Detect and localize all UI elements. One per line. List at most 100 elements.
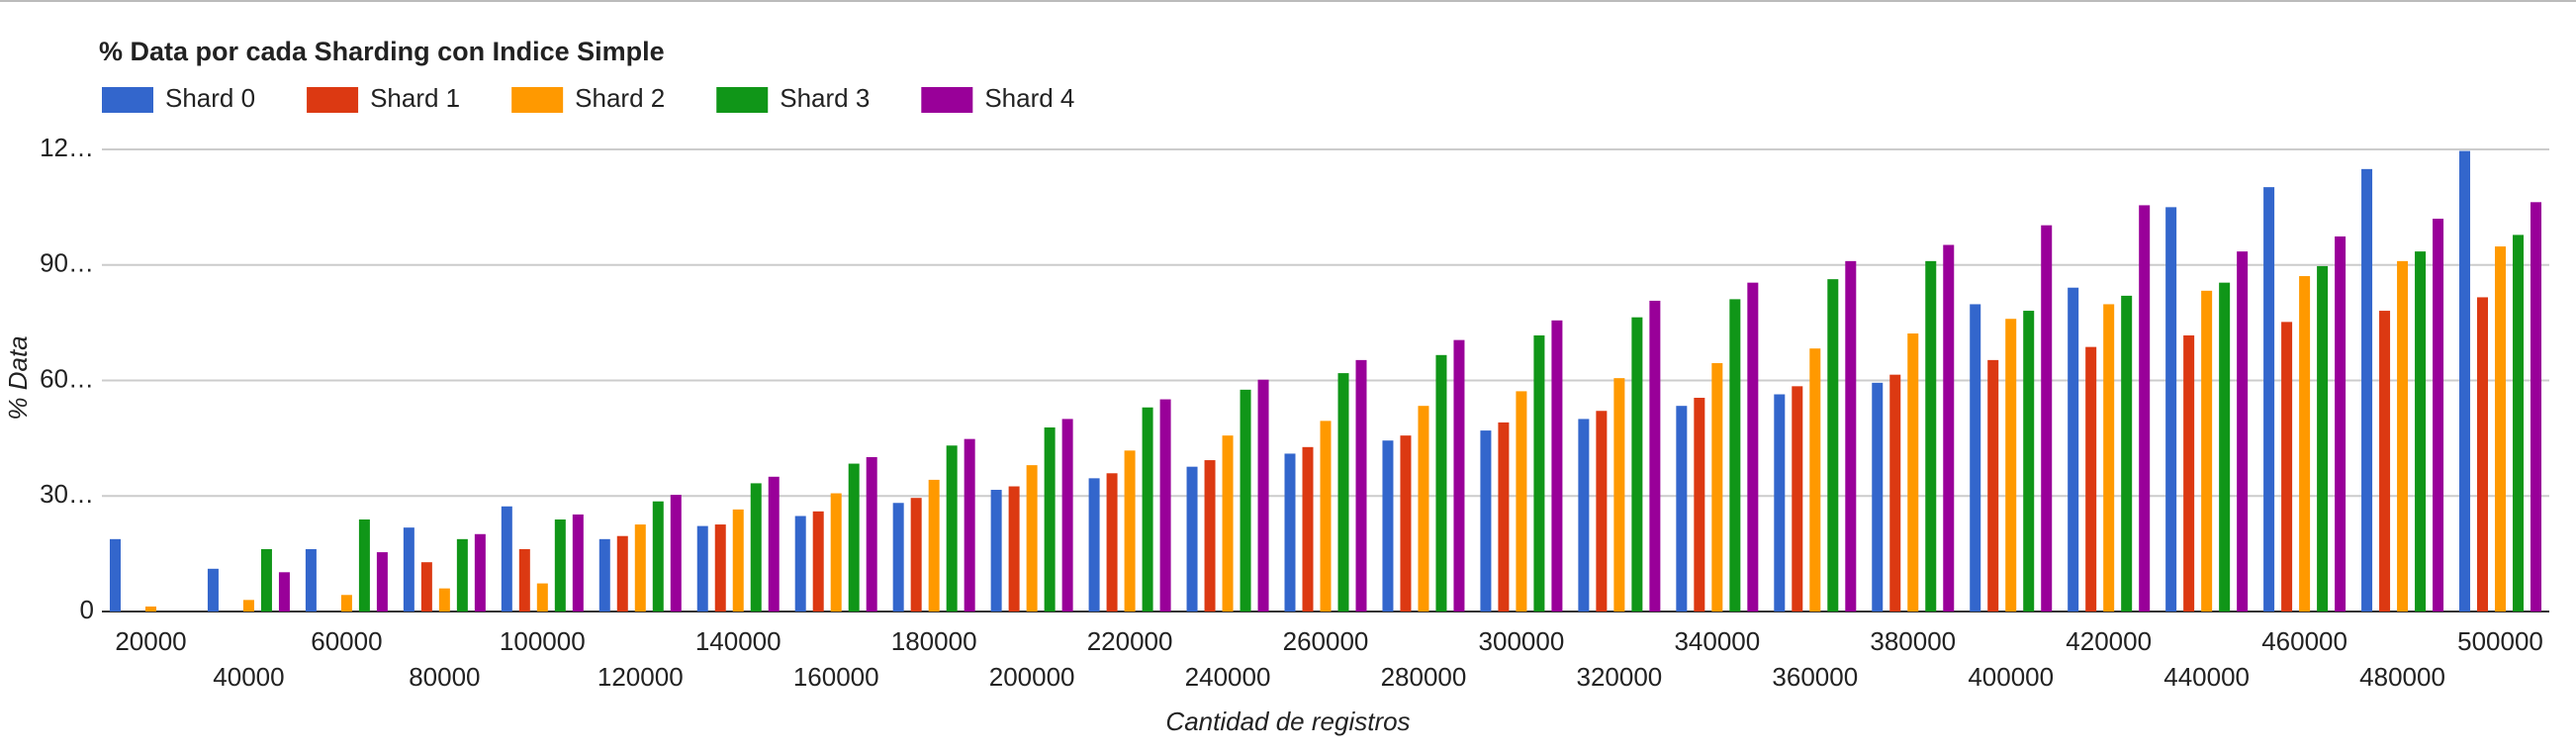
bar [1613,378,1625,612]
x-tick-label: 380000 [1870,626,1956,656]
bar [2201,290,2213,612]
bar [1418,406,1429,612]
bar [1631,317,1643,612]
x-tick-label: 60000 [311,626,382,656]
legend-swatch [307,87,359,113]
bar [848,463,860,612]
bar [278,572,290,612]
bar [696,525,708,612]
bar [1142,407,1153,612]
bar [1222,435,1234,612]
bar [260,548,272,612]
bar [892,503,904,612]
bar [2237,251,2249,613]
bar [2281,322,2293,612]
bar [964,438,975,612]
x-tick-label: 460000 [2261,626,2347,656]
bar [1596,411,1608,612]
bar [109,538,121,612]
bar [1284,453,1296,612]
bar [1516,391,1527,612]
bar [2513,235,2525,612]
bar [750,483,762,612]
bar [1694,398,1705,612]
x-tick-label: 320000 [1576,662,1662,692]
legend-swatch [511,87,564,113]
bar [340,595,352,612]
bar [2023,311,2035,612]
x-tick-label: 220000 [1087,626,1173,656]
bar [1943,244,1955,612]
bar [1987,359,1999,612]
bar [358,518,370,612]
bar [2103,304,2115,612]
bar [910,498,922,612]
bar [2530,202,2542,612]
bar [1845,260,1857,612]
bar [572,514,584,612]
x-tick-label: 200000 [989,662,1075,692]
x-tick-label: 440000 [2163,662,2250,692]
x-tick-label: 240000 [1185,662,1271,692]
x-tick-label: 400000 [1968,662,2054,692]
x-tick-label: 280000 [1381,662,1467,692]
bar [2335,236,2346,612]
bar [2459,150,2471,612]
bar [732,509,744,612]
bar [598,538,610,612]
bar [2183,334,2195,612]
bar [1551,320,1563,612]
bar [1302,446,1314,612]
bar [1676,406,1688,612]
x-tick-label: 480000 [2359,662,2445,692]
bar [2085,346,2097,612]
y-axis-title: % Data [3,335,33,420]
bar [1649,300,1661,612]
bar [420,562,432,612]
bar [207,568,219,612]
bar [2219,282,2231,612]
bar [1355,359,1367,612]
bar [1257,379,1269,612]
bar [1044,426,1056,612]
bar [536,583,548,612]
legend-swatch [102,87,153,113]
bar [144,606,156,612]
bar [1970,304,1981,612]
legend-swatch [921,87,973,113]
bar [1809,348,1821,612]
bar [518,548,530,612]
bar [768,476,780,612]
bar [1792,386,1803,612]
bar [1907,333,1919,612]
bar [242,600,254,612]
bar [2477,297,2489,612]
bar [1026,465,1038,612]
chart-title: % Data por cada Sharding con Indice Simp… [99,37,665,66]
bar [1204,460,1216,612]
bar [305,548,317,612]
bar [2361,168,2373,612]
x-tick-label: 100000 [500,626,586,656]
bar [2041,225,2053,612]
bar [1498,422,1510,612]
legend-label: Shard 0 [165,83,255,113]
bar [1088,478,1100,612]
bar [2397,260,2409,612]
x-tick-label: 40000 [213,662,284,692]
bar [928,479,940,612]
bar [1124,450,1136,612]
bar [1159,399,1171,612]
bar [714,524,726,612]
bar [1774,394,1786,612]
bar [634,524,646,612]
bar [1729,299,1741,612]
bar [376,552,388,612]
x-tick-label: 300000 [1479,626,1565,656]
bar [1578,419,1590,612]
bar [554,518,566,612]
bar [1008,486,1020,612]
y-tick-label: 0 [80,595,94,624]
y-tick-label: 90… [40,248,94,278]
bar [2299,276,2311,612]
